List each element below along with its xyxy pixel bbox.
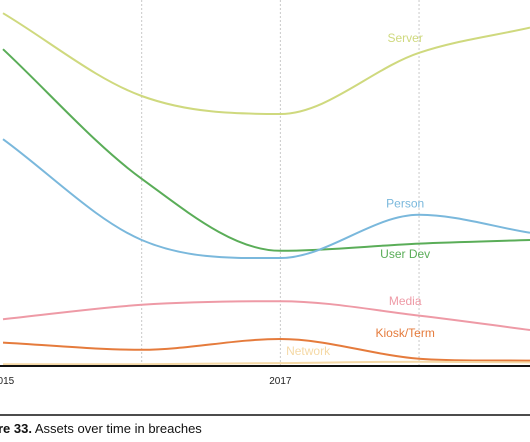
series-label-user-dev: User Dev bbox=[380, 247, 430, 261]
series-label-network: Network bbox=[286, 344, 331, 358]
series-label-media: Media bbox=[389, 294, 422, 308]
series-label-server: Server bbox=[388, 31, 423, 45]
caption-text: Assets over time in breaches bbox=[34, 421, 202, 436]
series-line-user-dev bbox=[2, 48, 530, 252]
x-tick-labels: 2015 2017 bbox=[0, 376, 292, 387]
series-line-network bbox=[3, 360, 530, 366]
series-label-kiosk-term: Kiosk/Term bbox=[376, 326, 435, 340]
x-tick-label-2017: 2017 bbox=[269, 376, 292, 387]
series-line-person bbox=[2, 138, 530, 260]
series-line-server bbox=[2, 12, 530, 116]
figure-label: re 33. bbox=[0, 421, 32, 436]
x-tick-label-2015: 2015 bbox=[0, 376, 15, 387]
figure-caption: re 33. Assets over time in breaches bbox=[0, 421, 202, 436]
series-labels: Server User Dev Person Media Kiosk/Term Netwo… bbox=[286, 31, 435, 358]
series-line-media bbox=[2, 300, 530, 331]
series-lines bbox=[2, 12, 530, 366]
series-line-kiosk-term bbox=[2, 337, 530, 362]
series-label-person: Person bbox=[386, 197, 424, 211]
